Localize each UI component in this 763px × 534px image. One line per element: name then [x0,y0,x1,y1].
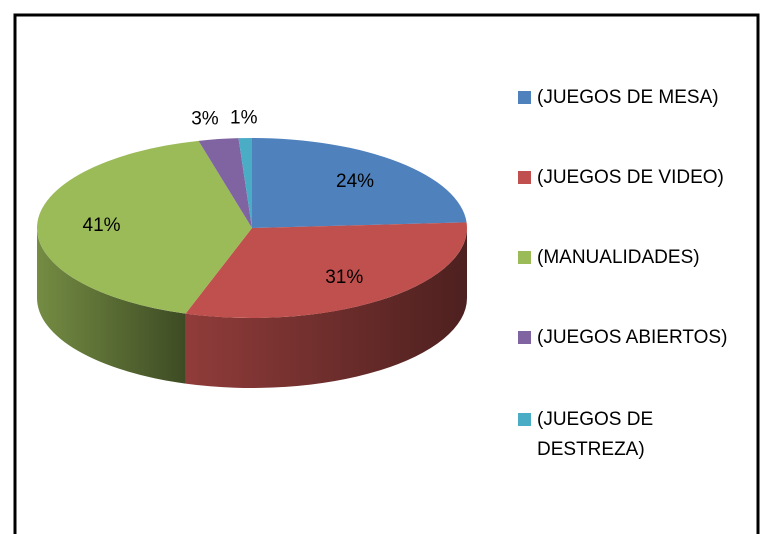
legend-swatch [518,171,531,184]
legend-label: (MANUALIDADES) [537,247,700,268]
pie-slice [238,138,252,228]
data-label: 31% [325,267,363,288]
data-label: 41% [83,215,121,236]
legend-swatch [518,91,531,104]
legend-label: (JUEGOS DE DESTREZA) [537,409,654,460]
frame [13,13,760,534]
legend-item: (JUEGOS DE DESTREZA) [518,405,743,465]
legend-label: (JUEGOS DE VIDEO) [537,167,724,188]
data-label: 1% [230,107,258,128]
data-label: 24% [336,171,374,192]
legend-item: (JUEGOS ABIERTOS) [518,323,743,353]
pie-side [185,228,467,388]
pie-slice [185,222,467,319]
pie-slice [252,138,467,228]
legend-label: (JUEGOS ABIERTOS) [537,327,728,348]
data-label: 3% [191,109,219,130]
legend-item: (JUEGOS DE VIDEO) [518,163,743,193]
legend-item: (MANUALIDADES) [518,243,743,273]
pie-slice [36,140,252,314]
pie-slice [198,138,252,228]
legend-swatch [518,251,531,264]
legend-item: (JUEGOS DE MESA) [518,83,743,113]
legend-swatch [518,331,531,344]
legend-label: (JUEGOS DE MESA) [537,87,719,108]
pie-side [37,228,186,384]
legend-swatch [518,413,531,426]
